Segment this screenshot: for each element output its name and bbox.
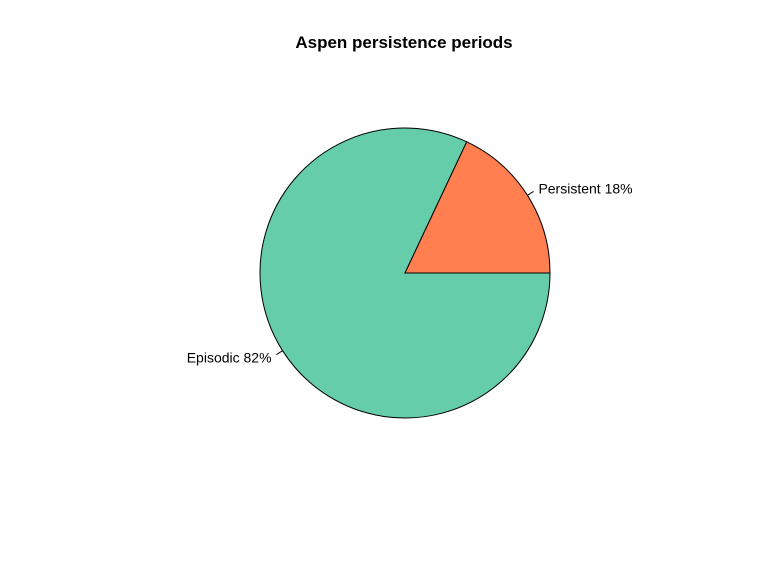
pie-leader-0: [276, 350, 283, 356]
pie-slices: [259, 127, 551, 419]
chart-title: Aspen persistence periods: [295, 33, 512, 52]
pie-label-1: Persistent 18%: [538, 180, 632, 196]
pie-slice-1: [404, 141, 551, 274]
pie-leader-1: [527, 190, 534, 196]
pie-label-0: Episodic 82%: [187, 350, 272, 366]
pie-labels: Episodic 82% Persistent 18%: [187, 180, 633, 365]
